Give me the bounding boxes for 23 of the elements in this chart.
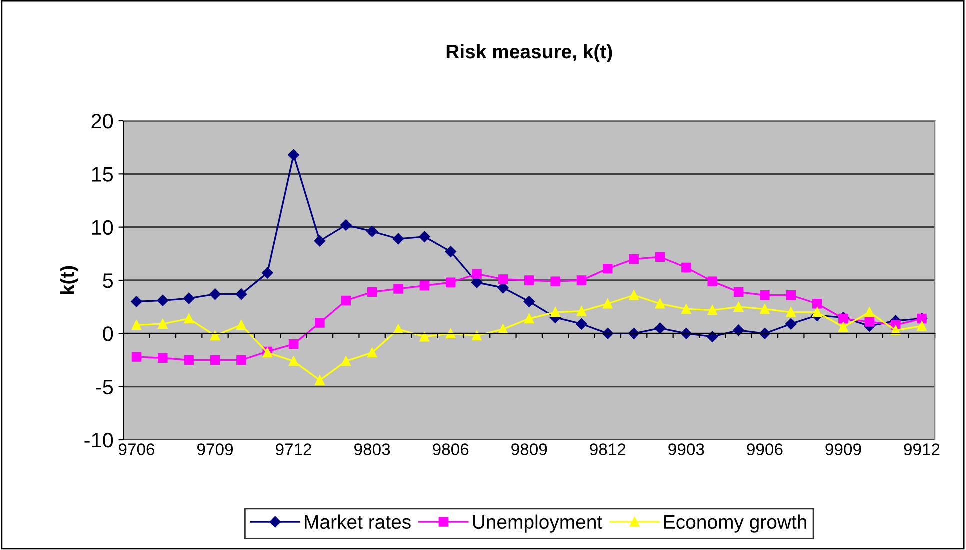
legend-label: Unemployment — [473, 514, 602, 533]
x-tick-label: 9909 — [826, 444, 862, 456]
y-tick-label: 20 — [92, 114, 114, 129]
legend-label: Market rates — [305, 514, 411, 530]
x-tick-label: 9903 — [668, 444, 704, 456]
y-axis-title: k(t) — [60, 266, 78, 294]
x-tick-label: 9803 — [354, 444, 390, 456]
chart-title: Risk measure, k(t) — [446, 44, 612, 63]
y-tick-label: 0 — [103, 326, 114, 342]
y-tick-label: 15 — [92, 167, 114, 182]
x-tick-label: 9709 — [198, 444, 234, 456]
legend-label: Economy growth — [664, 514, 806, 533]
x-tick-label: 9812 — [590, 444, 626, 456]
x-tick-label: 9906 — [747, 444, 783, 456]
x-tick-label: 9712 — [276, 444, 312, 456]
y-tick-label: 10 — [92, 220, 114, 236]
y-tick-label: -10 — [84, 433, 114, 448]
y-tick-label: -5 — [96, 380, 114, 395]
x-tick-label: 9706 — [118, 444, 155, 456]
x-tick-label: 9809 — [512, 444, 548, 456]
y-tick-label: 5 — [103, 274, 114, 288]
x-tick-label: 9806 — [433, 444, 469, 456]
x-tick-label: 9912 — [904, 444, 940, 456]
